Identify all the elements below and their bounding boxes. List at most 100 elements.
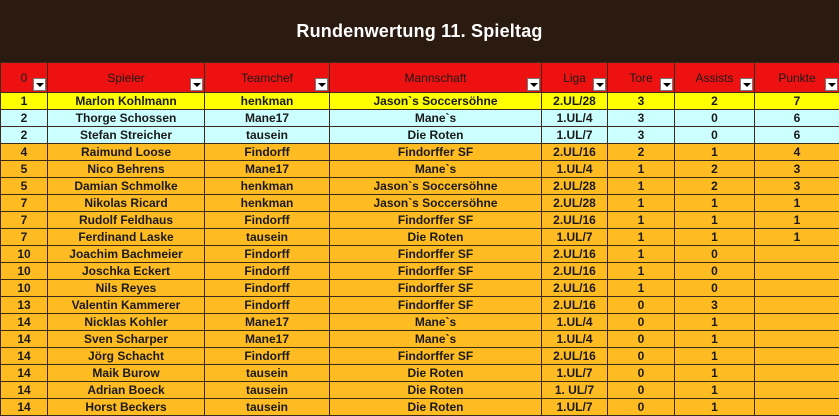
cell-player[interactable]: Joachim Bachmeier	[47, 245, 205, 263]
cell-punkte[interactable]: 3	[754, 160, 839, 178]
cell-team[interactable]: Die Roten	[329, 381, 542, 399]
cell-liga[interactable]: 1.UL/7	[541, 126, 608, 144]
cell-teamchef[interactable]: Findorff	[204, 143, 330, 161]
cell-liga[interactable]: 2.UL/28	[541, 177, 608, 195]
cell-assists[interactable]: 1	[674, 330, 755, 348]
cell-assists[interactable]: 0	[674, 262, 755, 280]
cell-punkte[interactable]: 6	[754, 109, 839, 127]
cell-rank[interactable]: 13	[0, 296, 48, 314]
cell-team[interactable]: Mane`s	[329, 313, 542, 331]
cell-player[interactable]: Marlon Kohlmann	[47, 92, 205, 110]
cell-team[interactable]: Findorffer SF	[329, 245, 542, 263]
cell-player[interactable]: Rudolf Feldhaus	[47, 211, 205, 229]
cell-tore[interactable]: 3	[607, 92, 675, 110]
cell-assists[interactable]: 1	[674, 381, 755, 399]
cell-rank[interactable]: 14	[0, 330, 48, 348]
cell-punkte[interactable]: 3	[754, 177, 839, 195]
cell-assists[interactable]: 1	[674, 228, 755, 246]
cell-teamchef[interactable]: henkman	[204, 194, 330, 212]
cell-team[interactable]: Findorffer SF	[329, 347, 542, 365]
cell-assists[interactable]: 0	[674, 245, 755, 263]
cell-liga[interactable]: 1. UL/7	[541, 381, 608, 399]
cell-assists[interactable]: 1	[674, 211, 755, 229]
cell-punkte[interactable]	[754, 279, 839, 297]
cell-liga[interactable]: 2.UL/16	[541, 143, 608, 161]
cell-teamchef[interactable]: tausein	[204, 126, 330, 144]
cell-team[interactable]: Mane`s	[329, 109, 542, 127]
cell-assists[interactable]: 1	[674, 364, 755, 382]
cell-punkte[interactable]	[754, 364, 839, 382]
cell-punkte[interactable]	[754, 245, 839, 263]
cell-player[interactable]: Joschka Eckert	[47, 262, 205, 280]
cell-player[interactable]: Horst Beckers	[47, 398, 205, 416]
cell-tore[interactable]: 3	[607, 109, 675, 127]
cell-teamchef[interactable]: Mane17	[204, 330, 330, 348]
cell-liga[interactable]: 2.UL/16	[541, 211, 608, 229]
cell-team[interactable]: Findorffer SF	[329, 211, 542, 229]
cell-liga[interactable]: 1.UL/4	[541, 109, 608, 127]
cell-assists[interactable]: 1	[674, 143, 755, 161]
cell-rank[interactable]: 10	[0, 279, 48, 297]
cell-assists[interactable]: 2	[674, 160, 755, 178]
cell-assists[interactable]: 3	[674, 296, 755, 314]
cell-assists[interactable]: 1	[674, 313, 755, 331]
cell-liga[interactable]: 2.UL/16	[541, 279, 608, 297]
cell-team[interactable]: Jason`s Soccersöhne	[329, 194, 542, 212]
cell-tore[interactable]: 1	[607, 194, 675, 212]
cell-tore[interactable]: 0	[607, 296, 675, 314]
filter-dropdown-icon[interactable]	[527, 78, 540, 91]
cell-liga[interactable]: 2.UL/16	[541, 262, 608, 280]
cell-punkte[interactable]: 4	[754, 143, 839, 161]
cell-player[interactable]: Valentin Kammerer	[47, 296, 205, 314]
filter-dropdown-icon[interactable]	[825, 78, 838, 91]
filter-dropdown-icon[interactable]	[190, 78, 203, 91]
cell-liga[interactable]: 2.UL/16	[541, 296, 608, 314]
cell-assists[interactable]: 0	[674, 126, 755, 144]
cell-teamchef[interactable]: henkman	[204, 92, 330, 110]
cell-tore[interactable]: 2	[607, 143, 675, 161]
cell-liga[interactable]: 1.UL/4	[541, 160, 608, 178]
cell-punkte[interactable]	[754, 381, 839, 399]
cell-punkte[interactable]: 7	[754, 92, 839, 110]
cell-tore[interactable]: 1	[607, 245, 675, 263]
cell-assists[interactable]: 1	[674, 398, 755, 416]
cell-teamchef[interactable]: tausein	[204, 364, 330, 382]
cell-liga[interactable]: 1.UL/7	[541, 364, 608, 382]
cell-teamchef[interactable]: Mane17	[204, 160, 330, 178]
filter-dropdown-icon[interactable]	[33, 78, 46, 91]
cell-liga[interactable]: 1.UL/7	[541, 398, 608, 416]
cell-punkte[interactable]	[754, 347, 839, 365]
cell-player[interactable]: Nils Reyes	[47, 279, 205, 297]
cell-player[interactable]: Maik Burow	[47, 364, 205, 382]
cell-tore[interactable]: 0	[607, 364, 675, 382]
cell-punkte[interactable]	[754, 296, 839, 314]
cell-team[interactable]: Findorffer SF	[329, 296, 542, 314]
cell-liga[interactable]: 2.UL/16	[541, 347, 608, 365]
cell-teamchef[interactable]: Mane17	[204, 313, 330, 331]
filter-dropdown-icon[interactable]	[740, 78, 753, 91]
cell-liga[interactable]: 1.UL/7	[541, 228, 608, 246]
cell-liga[interactable]: 1.UL/4	[541, 330, 608, 348]
cell-tore[interactable]: 0	[607, 381, 675, 399]
cell-player[interactable]: Nico Behrens	[47, 160, 205, 178]
cell-player[interactable]: Nicklas Kohler	[47, 313, 205, 331]
cell-team[interactable]: Die Roten	[329, 228, 542, 246]
cell-teamchef[interactable]: Mane17	[204, 109, 330, 127]
cell-rank[interactable]: 7	[0, 228, 48, 246]
cell-player[interactable]: Nikolas Ricard	[47, 194, 205, 212]
cell-rank[interactable]: 1	[0, 92, 48, 110]
cell-assists[interactable]: 2	[674, 92, 755, 110]
cell-player[interactable]: Thorge Schossen	[47, 109, 205, 127]
cell-team[interactable]: Die Roten	[329, 398, 542, 416]
cell-punkte[interactable]	[754, 313, 839, 331]
cell-teamchef[interactable]: tausein	[204, 228, 330, 246]
cell-rank[interactable]: 14	[0, 347, 48, 365]
cell-teamchef[interactable]: tausein	[204, 381, 330, 399]
cell-teamchef[interactable]: Findorff	[204, 279, 330, 297]
cell-rank[interactable]: 2	[0, 109, 48, 127]
cell-rank[interactable]: 7	[0, 194, 48, 212]
filter-dropdown-icon[interactable]	[593, 78, 606, 91]
cell-tore[interactable]: 1	[607, 211, 675, 229]
cell-player[interactable]: Jörg Schacht	[47, 347, 205, 365]
cell-player[interactable]: Sven Scharper	[47, 330, 205, 348]
